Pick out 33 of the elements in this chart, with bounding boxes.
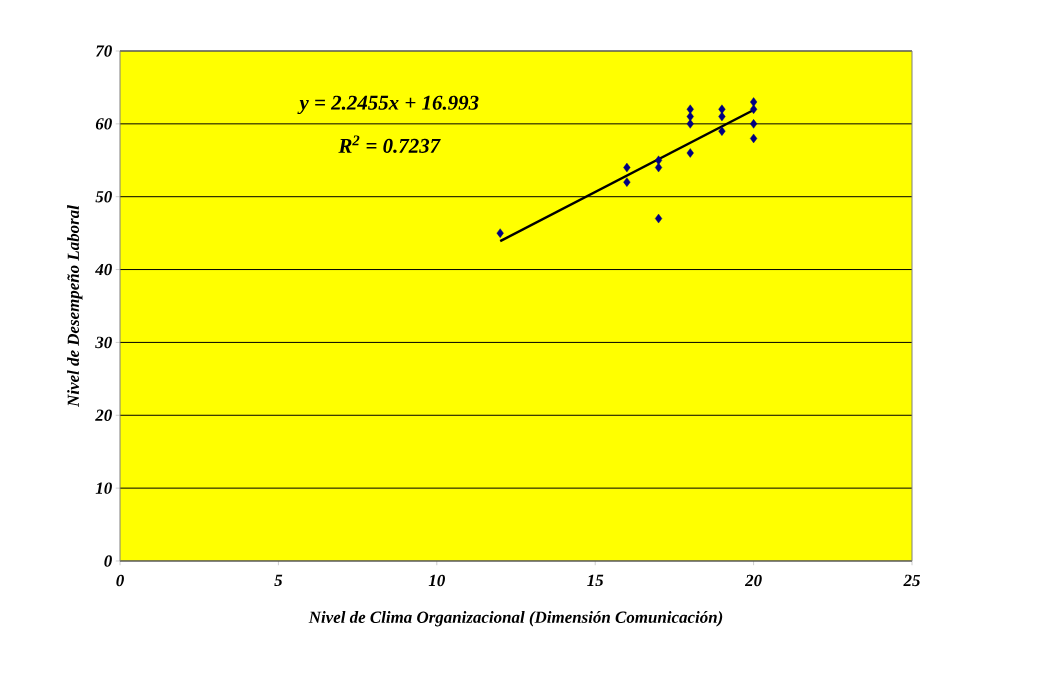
y-tick-label: 40	[95, 263, 112, 276]
y-tick-label: 30	[95, 336, 112, 349]
y-tick-label: 50	[95, 190, 112, 203]
point	[718, 104, 726, 114]
x-tick-label: 25	[903, 574, 921, 587]
point	[750, 104, 758, 114]
annotation: y = 2.2455x + 16.993	[297, 95, 479, 115]
annotation: R$^{2}$ = 0.7237	[338, 135, 441, 153]
point	[496, 228, 504, 238]
y-axis-title: Nivel de Desempeño Laboral	[67, 205, 83, 408]
point	[750, 133, 758, 144]
y-tick-label: 0	[104, 555, 112, 567]
point	[750, 97, 758, 107]
point	[718, 111, 726, 122]
x-axis-title: Nivel de Clima Organizacional (Dimensión Comunicación)	[308, 611, 723, 627]
x-tick-label: 10	[428, 574, 445, 587]
x-tick-label: 15	[587, 574, 604, 587]
point	[655, 213, 663, 224]
y-tick-label: 70	[96, 45, 112, 57]
point	[750, 119, 758, 129]
point	[655, 162, 663, 173]
point	[623, 162, 631, 173]
point	[686, 148, 694, 158]
x-tick-label: 5	[274, 574, 283, 587]
point	[623, 177, 631, 187]
x-tick-label: 0	[116, 574, 124, 587]
y-tick-label: 10	[95, 482, 112, 494]
x-tick-label: 20	[744, 574, 762, 587]
y-tick-label: 60	[95, 118, 112, 130]
point	[686, 111, 694, 122]
point	[718, 126, 726, 136]
y-tick-label: 20	[95, 409, 112, 421]
point	[686, 119, 694, 129]
